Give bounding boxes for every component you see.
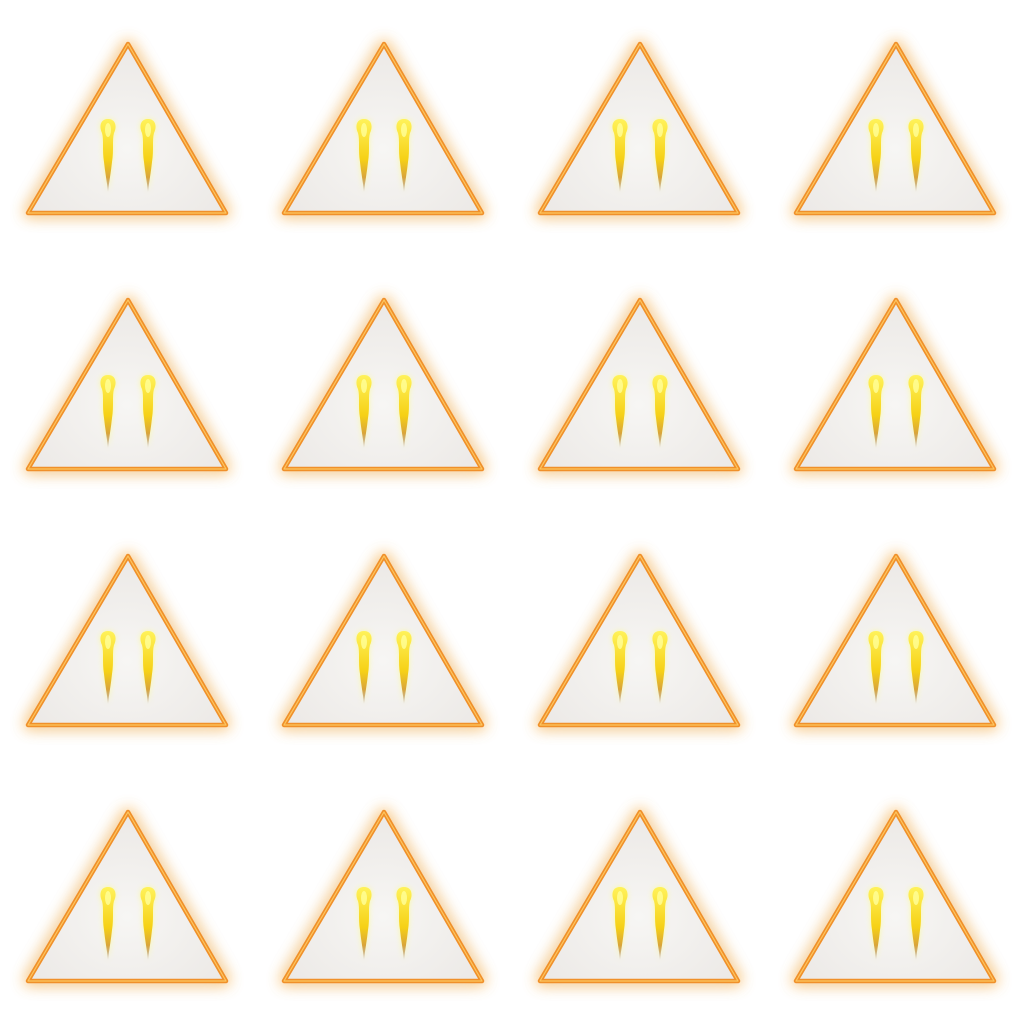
triangle-edge-highlight bbox=[27, 811, 227, 982]
left-flame-mark bbox=[612, 375, 628, 448]
left-flame-mark bbox=[868, 375, 884, 448]
triangle-edge-highlight bbox=[795, 43, 995, 214]
warning-triangle-icon bbox=[256, 512, 512, 768]
triangle-graphic bbox=[791, 295, 999, 474]
right-flame-mark bbox=[908, 887, 924, 960]
triangle-outline bbox=[537, 297, 741, 472]
warning-triangle-icon bbox=[256, 0, 512, 256]
left-flame-mark bbox=[100, 119, 116, 192]
triangle-edge-highlight bbox=[283, 811, 483, 982]
triangle-edge-highlight bbox=[539, 299, 739, 470]
triangle-edge-highlight bbox=[27, 43, 227, 214]
triangle-graphic bbox=[535, 807, 743, 986]
triangle-outline bbox=[25, 297, 229, 472]
left-flame-mark bbox=[612, 887, 628, 960]
warning-triangle-icon bbox=[0, 512, 256, 768]
triangle-edge-highlight bbox=[283, 555, 483, 726]
triangle-outline bbox=[537, 553, 741, 728]
right-flame-mark bbox=[396, 375, 412, 448]
triangle-outline bbox=[537, 809, 741, 984]
left-flame-mark bbox=[612, 119, 628, 192]
triangle-outline bbox=[537, 41, 741, 216]
triangle-graphic bbox=[791, 39, 999, 218]
triangle-outline bbox=[793, 41, 997, 216]
right-flame-mark bbox=[652, 887, 668, 960]
right-flame-mark bbox=[908, 631, 924, 704]
warning-triangle-icon bbox=[768, 0, 1024, 256]
triangle-edge-highlight bbox=[539, 555, 739, 726]
triangle-outline bbox=[281, 553, 485, 728]
right-flame-mark bbox=[908, 375, 924, 448]
triangle-edge-highlight bbox=[795, 811, 995, 982]
triangle-edge-highlight bbox=[283, 43, 483, 214]
triangle-outline bbox=[25, 41, 229, 216]
triangle-outline bbox=[793, 809, 997, 984]
warning-triangle-icon bbox=[512, 256, 768, 512]
left-flame-mark bbox=[356, 887, 372, 960]
triangle-graphic bbox=[535, 295, 743, 474]
left-flame-mark bbox=[356, 119, 372, 192]
triangle-outline bbox=[25, 809, 229, 984]
triangle-outline bbox=[25, 553, 229, 728]
triangle-graphic bbox=[23, 807, 231, 986]
triangle-graphic bbox=[279, 295, 487, 474]
left-flame-mark bbox=[868, 887, 884, 960]
triangle-edge-highlight bbox=[27, 555, 227, 726]
left-flame-mark bbox=[612, 631, 628, 704]
triangle-edge-highlight bbox=[795, 555, 995, 726]
triangle-graphic bbox=[23, 295, 231, 474]
warning-triangle-icon bbox=[512, 512, 768, 768]
right-flame-mark bbox=[140, 887, 156, 960]
left-flame-mark bbox=[356, 631, 372, 704]
right-flame-mark bbox=[140, 119, 156, 192]
triangle-edge-highlight bbox=[283, 299, 483, 470]
triangle-outline bbox=[281, 41, 485, 216]
warning-triangle-icon bbox=[512, 0, 768, 256]
right-flame-mark bbox=[396, 887, 412, 960]
triangle-graphic bbox=[23, 39, 231, 218]
warning-triangle-icon bbox=[768, 768, 1024, 1024]
triangle-edge-highlight bbox=[795, 299, 995, 470]
triangle-graphic bbox=[535, 39, 743, 218]
triangle-outline bbox=[281, 809, 485, 984]
left-flame-mark bbox=[868, 119, 884, 192]
left-flame-mark bbox=[100, 631, 116, 704]
left-flame-mark bbox=[100, 375, 116, 448]
warning-triangle-icon bbox=[512, 768, 768, 1024]
warning-triangle-icon bbox=[0, 256, 256, 512]
triangle-edge-highlight bbox=[539, 43, 739, 214]
triangle-edge-highlight bbox=[539, 811, 739, 982]
triangle-graphic bbox=[791, 551, 999, 730]
right-flame-mark bbox=[652, 631, 668, 704]
triangle-edge-highlight bbox=[27, 299, 227, 470]
warning-triangle-icon bbox=[768, 256, 1024, 512]
warning-triangle-icon bbox=[0, 768, 256, 1024]
triangle-outline bbox=[793, 297, 997, 472]
right-flame-mark bbox=[140, 375, 156, 448]
warning-triangle-icon bbox=[768, 512, 1024, 768]
warning-triangle-icon bbox=[256, 256, 512, 512]
right-flame-mark bbox=[396, 631, 412, 704]
triangle-outline bbox=[281, 297, 485, 472]
left-flame-mark bbox=[356, 375, 372, 448]
warning-triangle-icon bbox=[256, 768, 512, 1024]
triangle-graphic bbox=[279, 39, 487, 218]
right-flame-mark bbox=[140, 631, 156, 704]
triangle-graphic bbox=[279, 551, 487, 730]
triangle-graphic bbox=[791, 807, 999, 986]
triangle-outline bbox=[793, 553, 997, 728]
triangle-graphic bbox=[23, 551, 231, 730]
left-flame-mark bbox=[868, 631, 884, 704]
warning-triangle-icon bbox=[0, 0, 256, 256]
triangle-graphic bbox=[279, 807, 487, 986]
right-flame-mark bbox=[652, 119, 668, 192]
right-flame-mark bbox=[396, 119, 412, 192]
left-flame-mark bbox=[100, 887, 116, 960]
triangle-graphic bbox=[535, 551, 743, 730]
right-flame-mark bbox=[908, 119, 924, 192]
right-flame-mark bbox=[652, 375, 668, 448]
